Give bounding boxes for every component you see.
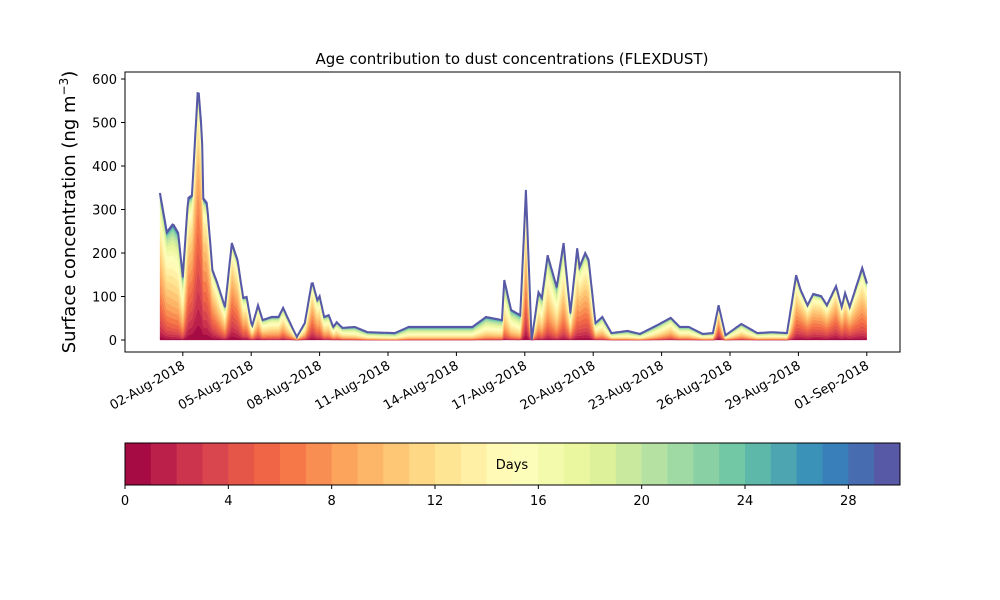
age-layer-14: [159, 115, 867, 341]
colorbar-bin-17: [564, 443, 591, 485]
colorbar-bin-22: [693, 443, 720, 485]
age-layer-16: [159, 107, 867, 341]
colorbar-bin-7: [305, 443, 333, 485]
colorbar-tick-label: 28: [840, 494, 857, 509]
colorbar-bin-4: [228, 443, 255, 485]
colorbar-tick-label: 12: [427, 494, 444, 509]
colorbar-tick-label: 20: [633, 494, 650, 509]
age-layer-17: [159, 104, 867, 341]
colorbar-bin-5: [254, 443, 281, 485]
y-tick-label: 300: [92, 204, 117, 219]
colorbar-bin-29: [874, 443, 901, 485]
age-layer-15: [159, 110, 867, 341]
colorbar-bin-1: [150, 443, 178, 485]
y-tick-label: 100: [92, 291, 117, 306]
stacked-age-layers: [159, 91, 868, 341]
colorbar-tick-label: 0: [121, 494, 129, 509]
y-axis-label: Surface concentration (ng m−3): [57, 71, 80, 354]
colorbar-bin-11: [409, 443, 436, 485]
x-tick-label: 20-Aug-2018: [518, 358, 598, 413]
colorbar-tick-label: 8: [328, 494, 336, 509]
colorbar-frame: [124, 442, 901, 486]
age-layer-11: [159, 138, 867, 341]
plot-frame: [124, 71, 901, 353]
age-layer-12: [159, 129, 867, 341]
colorbar-bin-25: [770, 443, 798, 485]
colorbar-bin-10: [383, 443, 410, 485]
colorbar: 0 4 8 12 16 20 24 28: [121, 442, 901, 509]
colorbar-bin-9: [357, 443, 384, 485]
x-tick-label: 23-Aug-2018: [586, 358, 666, 413]
colorbar-bin-15: [512, 443, 539, 485]
age-layer-19: [159, 101, 867, 341]
colorbar-tick-label: 16: [530, 494, 547, 509]
colorbar-bin-27: [822, 443, 849, 485]
age-layer-24: [159, 97, 867, 341]
x-tick-label: 17-Aug-2018: [449, 358, 529, 413]
colorbar-bin-0: [125, 443, 152, 485]
colorbar-bin-18: [590, 443, 617, 485]
colorbar-bin-8: [331, 443, 358, 485]
age-layer-13: [159, 121, 867, 341]
colorbar-tick-label: 24: [737, 494, 754, 509]
colorbar-bin-21: [667, 443, 694, 485]
colorbar-tick-label: 4: [224, 494, 232, 509]
age-layer-28: [159, 94, 867, 341]
colorbar-bin-24: [745, 443, 772, 485]
age-layer-18: [159, 102, 867, 341]
colorbar-bin-6: [280, 443, 307, 485]
y-tick-label: 0: [109, 334, 117, 349]
x-axis: 02-Aug-201805-Aug-201808-Aug-201811-Aug-…: [107, 352, 872, 414]
age-layer-29: [159, 91, 868, 341]
x-tick-label: 26-Aug-2018: [655, 358, 735, 413]
y-tick-label: 600: [92, 73, 117, 88]
colorbar-bin-19: [615, 443, 643, 485]
colorbar-bin-2: [176, 443, 203, 485]
x-tick-label: 05-Aug-2018: [176, 358, 256, 413]
age-layer-27: [159, 96, 867, 341]
colorbar-bin-13: [460, 443, 488, 485]
colorbar-bin-14: [486, 443, 513, 485]
colorbar-bin-23: [719, 443, 746, 485]
colorbar-bin-20: [641, 443, 668, 485]
colorbar-bin-28: [848, 443, 875, 485]
colorbar-bin-12: [435, 443, 462, 485]
colorbar-bin-26: [796, 443, 823, 485]
age-layer-23: [159, 97, 867, 341]
x-tick-label: 11-Aug-2018: [313, 358, 393, 413]
chart-title: Age contribution to dust concentrations …: [316, 50, 709, 68]
x-tick-label: 29-Aug-2018: [723, 358, 803, 413]
x-tick-label: 14-Aug-2018: [381, 358, 461, 413]
age-layer-20: [159, 100, 867, 341]
x-tick-label: 08-Aug-2018: [244, 358, 324, 413]
colorbar-bin-3: [202, 443, 229, 485]
y-tick-label: 200: [92, 247, 117, 262]
age-layer-21: [159, 99, 867, 341]
y-tick-label: 500: [92, 117, 117, 132]
colorbar-bin-16: [538, 443, 565, 485]
x-tick-label: 01-Sep-2018: [792, 358, 872, 413]
age-layer-22: [159, 98, 867, 341]
x-tick-label: 02-Aug-2018: [107, 358, 187, 413]
colorbar-label: Days: [496, 458, 529, 473]
age-layer-25: [159, 97, 867, 341]
y-tick-label: 400: [92, 160, 117, 175]
age-layer-26: [159, 96, 867, 341]
y-axis: 0 100 200 300 400 500 600: [92, 73, 125, 349]
